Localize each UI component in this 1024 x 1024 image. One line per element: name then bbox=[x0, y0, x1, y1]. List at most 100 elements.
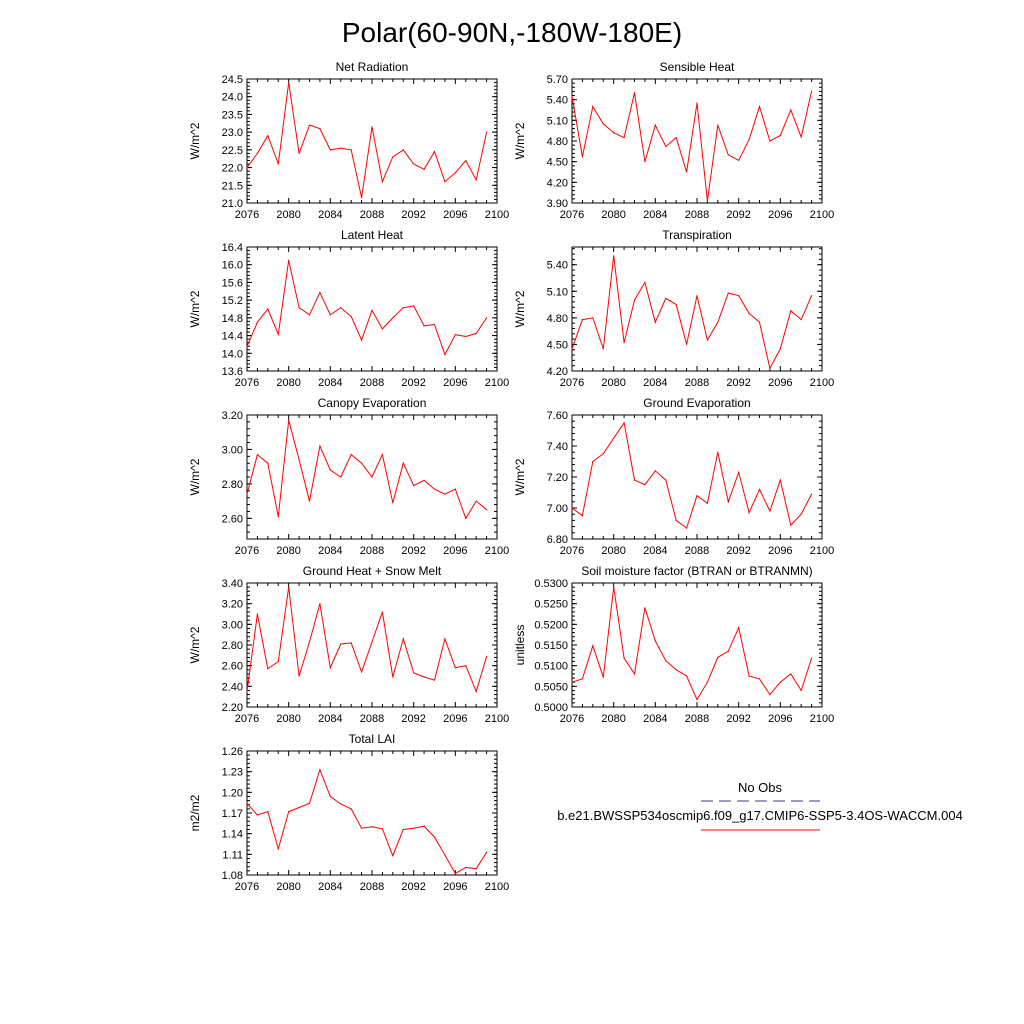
data-point bbox=[288, 811, 290, 813]
data-point bbox=[371, 641, 373, 643]
data-point bbox=[706, 681, 709, 683]
y-axis-label: W/m^2 bbox=[188, 122, 202, 159]
data-point bbox=[423, 825, 425, 827]
x-tick-label: 2080 bbox=[601, 713, 625, 725]
y-tick-label: 21.5 bbox=[222, 180, 243, 192]
x-tick-label: 2096 bbox=[443, 545, 467, 557]
x-tick-label: 2096 bbox=[443, 881, 467, 893]
y-tick-label: 3.00 bbox=[222, 444, 243, 456]
y-tick-label: 4.80 bbox=[547, 313, 568, 325]
y-tick-label: 5.40 bbox=[547, 95, 568, 107]
data-point bbox=[350, 642, 352, 644]
data-point bbox=[475, 179, 477, 181]
x-tick-label: 2092 bbox=[726, 209, 750, 221]
data-point bbox=[319, 445, 321, 447]
data-point bbox=[696, 698, 698, 701]
y-axis-label: W/m^2 bbox=[513, 122, 527, 159]
data-point bbox=[485, 509, 488, 511]
x-tick-label: 2100 bbox=[485, 545, 509, 557]
data-point bbox=[319, 128, 321, 130]
x-tick-label: 2080 bbox=[276, 881, 300, 893]
data-point bbox=[340, 643, 342, 645]
x-tick-label: 2092 bbox=[401, 881, 425, 893]
data-point bbox=[592, 105, 594, 108]
data-point bbox=[696, 102, 698, 104]
data-point bbox=[298, 459, 300, 461]
y-tick-label: 0.5050 bbox=[534, 681, 568, 693]
y-axis-label: m2/m2 bbox=[188, 794, 202, 831]
data-point bbox=[444, 493, 446, 495]
x-tick-label: 2096 bbox=[768, 545, 792, 557]
data-point bbox=[654, 124, 656, 126]
panel-2: Latent Heat 2076 2080 2084 2088 2092 2096 2100 1… bbox=[188, 228, 509, 389]
data-point bbox=[654, 470, 656, 472]
data-point bbox=[392, 502, 394, 504]
data-point bbox=[267, 135, 269, 137]
panel-7: Soil moisture factor (BTRAN or BTRANMN) 2… bbox=[513, 564, 834, 725]
data-point bbox=[485, 317, 488, 319]
x-tick-label: 2084 bbox=[643, 209, 667, 221]
data-point bbox=[717, 656, 719, 659]
y-tick-label: 2.60 bbox=[222, 513, 243, 525]
data-point bbox=[267, 811, 269, 813]
data-point bbox=[308, 641, 311, 643]
x-tick-label: 2076 bbox=[235, 713, 259, 725]
panel-3: Transpiration 2076 2080 2084 2088 2092 2096 210… bbox=[513, 228, 834, 389]
y-tick-label: 4.80 bbox=[547, 136, 568, 148]
data-point bbox=[444, 854, 446, 856]
data-point bbox=[696, 295, 698, 297]
data-point bbox=[402, 638, 404, 640]
y-tick-label: 0.5000 bbox=[534, 702, 568, 714]
data-point bbox=[571, 348, 573, 350]
x-tick-label: 2096 bbox=[768, 209, 792, 221]
data-point bbox=[738, 471, 740, 473]
data-point bbox=[298, 152, 300, 154]
data-point bbox=[685, 527, 688, 529]
y-tick-label: 2.80 bbox=[222, 479, 243, 491]
x-tick-label: 2076 bbox=[560, 209, 584, 221]
x-tick-label: 2076 bbox=[560, 545, 584, 557]
data-point bbox=[423, 676, 425, 678]
y-tick-label: 3.20 bbox=[222, 410, 243, 422]
y-axis-label: W/m^2 bbox=[188, 290, 202, 327]
data-point bbox=[800, 136, 802, 138]
x-tick-label: 2080 bbox=[601, 545, 625, 557]
data-point bbox=[623, 657, 625, 659]
series-line bbox=[246, 420, 487, 520]
data-point bbox=[319, 603, 321, 605]
data-point bbox=[413, 163, 415, 165]
x-tick-label: 2084 bbox=[318, 881, 342, 893]
y-tick-label: 14.0 bbox=[222, 348, 243, 360]
y-tick-label: 14.4 bbox=[222, 331, 243, 343]
data-point bbox=[602, 123, 604, 125]
x-tick-label: 2092 bbox=[401, 377, 425, 389]
x-tick-label: 2096 bbox=[443, 209, 467, 221]
data-point bbox=[485, 131, 488, 133]
y-tick-label: 5.40 bbox=[547, 260, 568, 272]
data-point bbox=[790, 310, 792, 312]
data-point bbox=[706, 200, 709, 202]
data-point bbox=[392, 156, 394, 158]
panel-title: Latent Heat bbox=[341, 228, 404, 242]
x-tick-label: 2088 bbox=[685, 713, 709, 725]
y-tick-label: 23.5 bbox=[222, 109, 243, 121]
data-point bbox=[581, 156, 584, 158]
data-point bbox=[298, 307, 300, 309]
data-point bbox=[685, 343, 688, 346]
x-tick-label: 2076 bbox=[235, 377, 259, 389]
x-tick-label: 2088 bbox=[360, 713, 384, 725]
data-point bbox=[350, 808, 352, 810]
data-point bbox=[444, 354, 446, 356]
data-point bbox=[758, 321, 761, 323]
y-tick-label: 24.0 bbox=[222, 92, 243, 104]
data-point bbox=[800, 513, 802, 515]
y-tick-label: 22.5 bbox=[222, 145, 243, 157]
y-tick-label: 3.90 bbox=[547, 198, 568, 210]
data-point bbox=[810, 90, 813, 92]
data-point bbox=[769, 510, 771, 512]
data-point bbox=[800, 319, 802, 321]
legend-obs-label: No Obs bbox=[738, 780, 783, 795]
data-point bbox=[319, 769, 321, 771]
data-point bbox=[696, 495, 698, 497]
panel-title: Sensible Heat bbox=[660, 60, 735, 74]
